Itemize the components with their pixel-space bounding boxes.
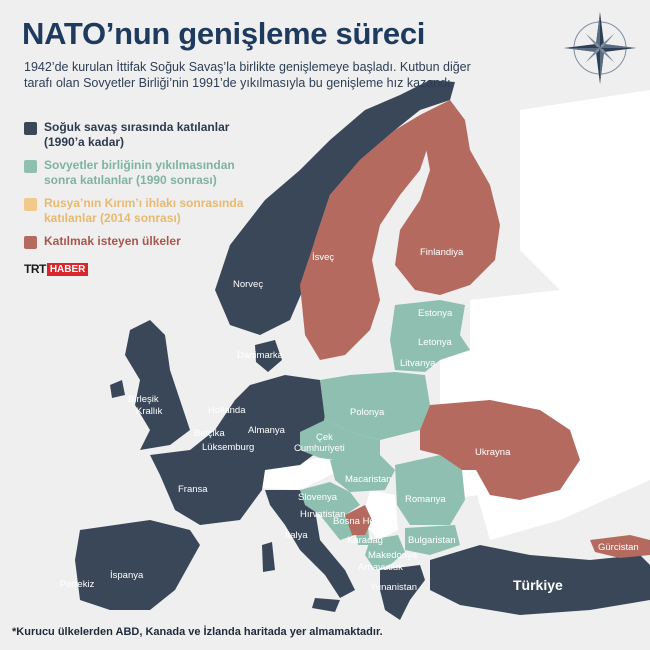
country-gurcistan [590,535,650,558]
legend-item-post-soviet: Sovyetler birliğinin yıkılmasından sonra… [24,158,259,188]
label-letonya: Letonya [418,337,453,348]
label-birlesik-krallik-1: Birleşik [128,394,159,405]
legend-swatch-post-crimea [24,198,37,211]
footnote: *Kurucu ülkelerden ABD, Kanada ve İzland… [12,626,383,638]
country-turkiye [430,545,650,615]
label-birlesik-krallik-2: Krallık [136,406,163,417]
country-ukrayna [420,400,580,500]
legend-swatch-candidate [24,236,37,249]
label-yunanistan: Yunanistan [370,582,417,593]
label-belcika: Belçika [194,428,225,439]
trt-haber-logo: TRT HABER [24,262,89,276]
country-iberia [75,520,200,610]
country-slovenya-hirvatistan [300,482,360,540]
label-danimarka: Danimarka [237,350,284,361]
switzerland-austria [262,455,345,490]
label-cek-1: Çek [316,432,333,443]
page-title: NATO’nun genişleme süreci [22,16,426,51]
legend-item-cold-war: Soğuk savaş sırasında katılanlar (1990’a… [24,120,249,150]
country-sardinya [262,542,275,572]
country-cek-slovakya [300,420,380,462]
label-makedonya: Makedonya [368,550,418,561]
country-yunanistan [380,565,425,620]
legend-item-candidate: Katılmak isteyen ülkeler [24,234,264,249]
country-polonya [320,372,430,440]
label-slovenya: Slovenya [298,492,338,503]
label-karadag: Karadağ [347,535,383,546]
country-baltics [390,300,470,372]
belarus [440,350,490,405]
label-cek-2: Cumhuriyeti [294,443,345,454]
legend-label-post-soviet: Sovyetler birliğinin yıkılmasından sonra… [44,158,235,187]
legend-swatch-post-soviet [24,160,37,173]
label-norvec: Norveç [233,279,263,290]
label-fransa: Fransa [178,484,208,495]
label-italya: İtalya [285,530,308,541]
country-norvec [215,80,455,335]
legend-item-post-crimea: Rusya’nın Kırım’ı ihlakı sonrasında katı… [24,196,269,226]
label-hollanda: Hollanda [208,405,246,416]
country-birlesik-krallik [125,320,190,450]
label-macaristan: Macaristan [345,474,391,485]
country-danimarka [255,340,282,372]
country-macaristan [330,455,395,492]
moldova [462,470,478,497]
brand-haber: HABER [46,262,89,276]
country-romanya [395,455,465,525]
label-almanya: Almanya [248,425,286,436]
label-bosna: Bosna Hersek [333,516,393,527]
country-sicilya [312,598,340,612]
label-luksemburg: Lüksemburg [202,442,254,453]
page-subtitle: 1942’de kurulan İttifak Soğuk Savaş’la b… [24,60,471,90]
label-turkiye: Türkiye [513,577,563,593]
label-ukrayna: Ukrayna [475,447,511,458]
legend-swatch-cold-war [24,122,37,135]
country-finlandiya [395,100,500,295]
label-bulgaristan: Bulgaristan [408,535,456,546]
label-arnavutluk: Arnavutluk [358,562,403,573]
country-bosna [345,505,372,535]
country-western-block [150,375,325,525]
country-irlanda-kuzey [110,380,125,398]
label-ispanya: İspanya [110,570,144,581]
label-estonya: Estonya [418,308,453,319]
brand-trt: TRT [24,262,46,276]
country-bulgaristan [405,525,460,555]
label-romanya: Romanya [405,494,446,505]
country-isvec [300,115,430,360]
legend-label-cold-war: Soğuk savaş sırasında katılanlar (1990’a… [44,120,230,149]
label-litvanya: Litvanya [400,358,436,369]
non-member-land-east [520,90,650,290]
label-gurcistan: Gürcistan [598,542,639,553]
label-portekiz: Portekiz [60,579,95,590]
label-polonya: Polonya [350,407,385,418]
country-arnavutluk-makedonya [365,535,405,570]
compass-rose-icon [564,12,636,84]
label-finlandiya: Finlandiya [420,247,464,258]
legend-label-post-crimea: Rusya’nın Kırım’ı ihlakı sonrasında katı… [44,196,244,225]
serbia [362,490,398,540]
country-italya [265,490,355,598]
legend-label-candidate: Katılmak isteyen ülkeler [44,234,181,248]
label-isvec: İsveç [312,252,334,263]
label-hirvatistan: Hırvatistan [300,509,345,520]
